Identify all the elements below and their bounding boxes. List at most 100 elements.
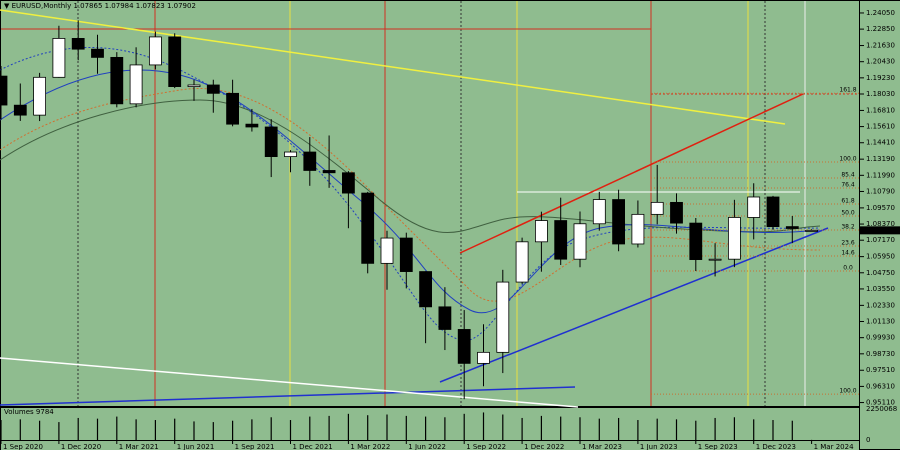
y-tick-label: 0.99930 — [866, 334, 895, 342]
candle-body — [206, 84, 220, 94]
candle-body — [13, 104, 27, 116]
y-tick-label: 1.20430 — [866, 58, 895, 66]
y-tick-label: 1.22850 — [866, 25, 895, 33]
candle-body — [226, 92, 240, 125]
candle-body — [766, 196, 780, 228]
fib-label: 38.2 — [841, 223, 855, 230]
trend-line — [0, 9, 786, 125]
candle-body — [71, 38, 85, 50]
candle-body — [33, 76, 46, 116]
y-tick-label: 0.97510 — [866, 366, 895, 374]
x-tick-label: 1 Sep 2023 — [698, 443, 738, 450]
candle-body — [341, 172, 355, 194]
candle-body — [52, 38, 66, 78]
candle-body — [708, 258, 722, 261]
price-tag — [860, 226, 900, 235]
candle-body — [380, 237, 394, 264]
candle-body — [535, 220, 548, 243]
y-tick-label: 0.96310 — [866, 382, 895, 390]
candle-body — [303, 151, 317, 171]
volume-tick-label: 2250068 — [866, 405, 897, 413]
fib-label: 76.4 — [841, 181, 855, 188]
fib-label: 50.0 — [841, 209, 855, 216]
x-tick-label: 1 Mar 2022 — [350, 443, 390, 450]
fib-label: 14.6 — [841, 249, 855, 256]
y-tick-label: 1.08370 — [866, 220, 895, 228]
y-tick-label: 1.09570 — [866, 204, 895, 212]
y-tick-label: 1.19230 — [866, 74, 895, 82]
trend-line — [439, 227, 829, 383]
candle-body — [612, 199, 625, 245]
volume-label: Volumes 9784 — [4, 408, 54, 416]
chart-title: ▼ EURUSD,Monthly 1.07865 1.07984 1.07823… — [4, 2, 196, 10]
x-tick-label: 1 Mar 2024 — [814, 443, 854, 450]
x-tick-label: 1 Dec 2023 — [756, 443, 796, 450]
fib-label: 100.0 — [839, 155, 856, 162]
y-tick-label: 1.15610 — [866, 123, 895, 131]
x-tick-label: 1 Sep 2020 — [3, 443, 43, 450]
x-tick-label: 1 Sep 2021 — [235, 443, 275, 450]
fib-label: 100.0 — [839, 388, 856, 395]
trend-line — [0, 357, 579, 408]
candle-body — [129, 64, 143, 105]
candle-body — [515, 241, 529, 283]
x-tick-label: 1 Mar 2021 — [119, 443, 159, 450]
fib-label: 0.0 — [843, 265, 853, 272]
candle-body — [631, 213, 645, 245]
price-axis — [860, 1, 900, 449]
trend-line — [459, 93, 804, 254]
candle-body — [245, 123, 259, 128]
y-tick-label: 1.13190 — [866, 155, 895, 163]
x-tick-label: 1 Dec 2020 — [61, 443, 101, 450]
candle-body — [168, 36, 182, 88]
candle-body — [573, 223, 587, 260]
y-tick-label: 1.04750 — [866, 269, 895, 277]
y-tick-label: 1.07170 — [866, 236, 895, 244]
fib-label: 161.8 — [839, 87, 856, 94]
time-axis — [1, 441, 859, 450]
x-tick-label: 1 Sep 2022 — [466, 443, 506, 450]
x-tick-label: 1 Dec 2021 — [293, 443, 333, 450]
x-tick-label: 1 Jun 2021 — [177, 443, 215, 450]
candle-body — [264, 126, 278, 158]
candle-body — [399, 237, 413, 272]
fib-label: 85.4 — [841, 172, 855, 179]
y-tick-label: 0.95110 — [866, 399, 895, 407]
candle-body — [457, 329, 471, 364]
y-tick-label: 1.24050 — [866, 9, 895, 17]
y-tick-label: 1.21630 — [866, 42, 895, 50]
candle-body — [477, 351, 490, 364]
candle-body — [785, 226, 799, 229]
price-tag-label: 1.07902 — [866, 226, 895, 234]
candle-body — [187, 84, 201, 88]
candle-body — [361, 192, 375, 264]
y-tick-label: 1.02330 — [866, 301, 895, 309]
indicator-line — [0, 99, 821, 233]
candle-body — [689, 222, 703, 260]
x-tick-label: 1 Jun 2023 — [640, 443, 678, 450]
y-tick-label: 1.05950 — [866, 253, 895, 261]
x-tick-label: 1 Mar 2023 — [582, 443, 622, 450]
candle-body — [496, 281, 510, 353]
x-tick-label: 1 Jun 2022 — [408, 443, 446, 450]
y-tick-label: 1.18030 — [866, 90, 895, 98]
price-panel — [1, 1, 859, 406]
candle-body — [0, 75, 8, 106]
candle-body — [670, 201, 683, 224]
y-tick-label: 1.11990 — [866, 171, 895, 179]
indicator-line — [0, 88, 821, 302]
trend-line — [0, 386, 576, 406]
candle-body — [110, 56, 124, 105]
candle-body — [805, 229, 818, 232]
candle-body — [554, 220, 568, 260]
fib-label: 61.8 — [841, 197, 855, 204]
candle-body — [592, 199, 606, 225]
y-tick-label: 1.03550 — [866, 285, 895, 293]
fib-label: 23.6 — [841, 239, 855, 246]
candle-body — [650, 201, 664, 215]
candle-body — [747, 196, 761, 218]
candle-body — [322, 170, 336, 174]
volume-tick-label: 0 — [866, 436, 870, 444]
y-tick-label: 1.16810 — [866, 106, 895, 114]
